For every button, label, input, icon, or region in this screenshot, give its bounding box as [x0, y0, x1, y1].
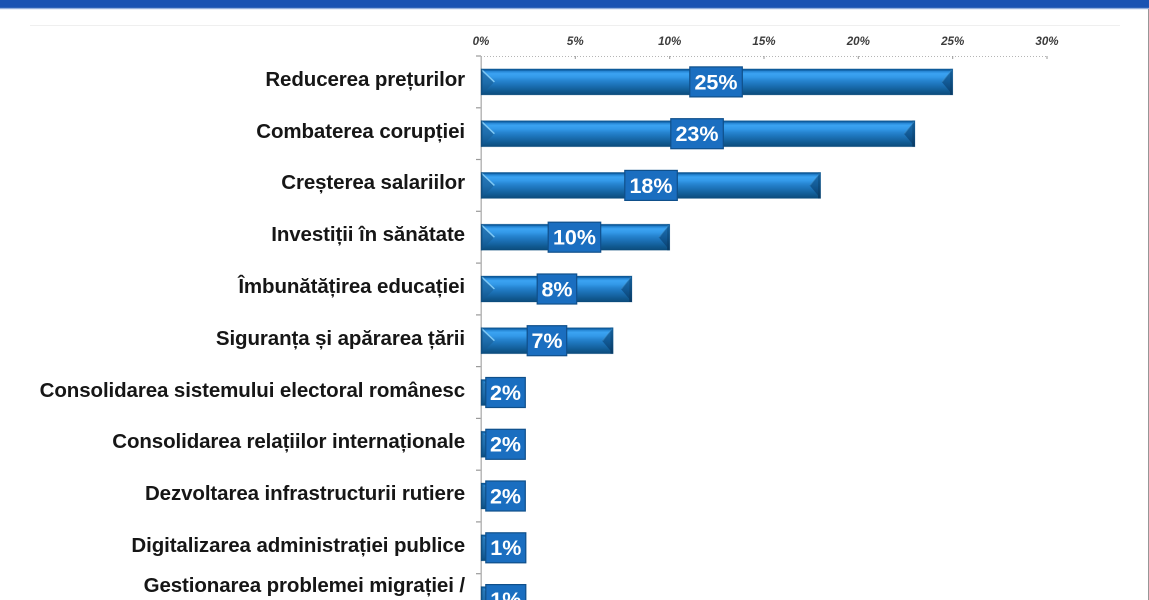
svg-text:8%: 8% [541, 277, 572, 301]
svg-text:30%: 30% [1035, 35, 1058, 48]
svg-text:15%: 15% [752, 35, 775, 48]
svg-text:18%: 18% [629, 174, 672, 198]
svg-text:25%: 25% [694, 70, 737, 94]
svg-text:0%: 0% [473, 35, 490, 48]
svg-text:2%: 2% [490, 484, 521, 508]
svg-text:1%: 1% [490, 588, 521, 600]
svg-text:2%: 2% [490, 381, 521, 405]
svg-text:2%: 2% [490, 433, 521, 457]
svg-text:5%: 5% [567, 35, 584, 48]
svg-text:20%: 20% [846, 35, 870, 48]
svg-text:1%: 1% [490, 536, 521, 560]
svg-text:25%: 25% [940, 35, 964, 48]
svg-text:7%: 7% [531, 329, 562, 353]
svg-text:23%: 23% [675, 122, 718, 146]
svg-text:10%: 10% [553, 226, 596, 250]
svg-text:10%: 10% [658, 35, 681, 48]
